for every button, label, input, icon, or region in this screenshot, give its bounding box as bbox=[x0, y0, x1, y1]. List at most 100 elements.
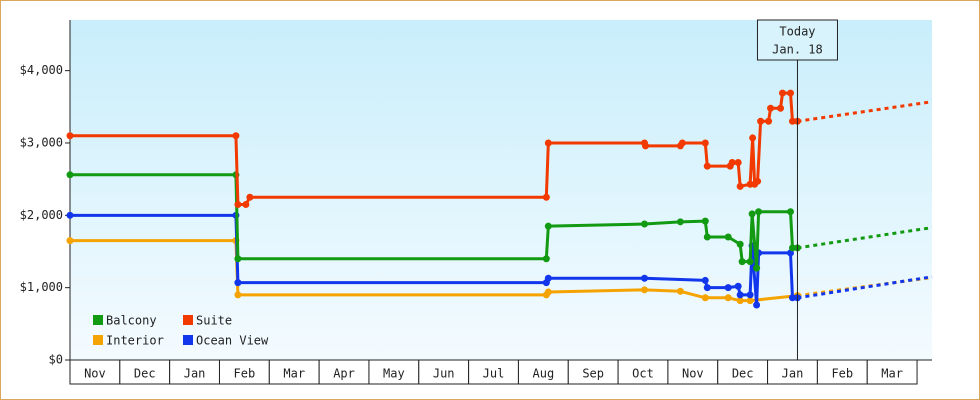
price-point bbox=[701, 217, 709, 225]
price-point bbox=[232, 132, 240, 140]
x-tick-label: Jul bbox=[483, 367, 505, 381]
price-point bbox=[703, 162, 711, 170]
y-tick-label: $1,000 bbox=[20, 280, 63, 294]
y-tick-label: $2,000 bbox=[20, 208, 63, 222]
price-point bbox=[703, 284, 711, 292]
price-point bbox=[641, 220, 649, 228]
legend-label: Suite bbox=[196, 314, 232, 328]
price-point bbox=[701, 276, 709, 284]
legend-swatch bbox=[93, 335, 103, 345]
legend-label: Interior bbox=[106, 334, 164, 348]
price-point bbox=[66, 211, 74, 219]
price-point bbox=[786, 208, 794, 216]
today-box bbox=[756, 19, 838, 61]
today-label: Today bbox=[779, 25, 815, 39]
price-point bbox=[757, 117, 765, 125]
price-point bbox=[678, 139, 686, 147]
x-tick-label: Mar bbox=[881, 367, 903, 381]
x-tick-box bbox=[218, 359, 270, 385]
x-tick-label: Mar bbox=[283, 367, 305, 381]
price-point bbox=[676, 218, 684, 226]
layer: $0 $1,000 $2,000 $3,000 $4,000 Nov Dec Jan Feb Ma… bbox=[20, 19, 933, 385]
price-point bbox=[724, 294, 732, 302]
price-point bbox=[755, 208, 763, 216]
x-tick-box bbox=[268, 359, 320, 385]
projection-line bbox=[797, 275, 933, 300]
price-point bbox=[66, 132, 74, 140]
price-point bbox=[246, 193, 254, 201]
price-point bbox=[703, 233, 711, 241]
x-tick-label: Jan bbox=[184, 367, 206, 381]
x-tick-label: Dec bbox=[732, 367, 754, 381]
x-tick-label: Sep bbox=[582, 367, 604, 381]
x-tick-label: Nov bbox=[682, 367, 704, 381]
price-point bbox=[736, 297, 744, 305]
price-point bbox=[753, 264, 761, 272]
x-tick-box bbox=[667, 359, 719, 385]
price-point bbox=[234, 279, 242, 287]
x-tick-label: Aug bbox=[533, 367, 555, 381]
price-point bbox=[736, 182, 744, 190]
x-tick-box bbox=[567, 359, 619, 385]
price-point bbox=[542, 255, 550, 263]
price-point bbox=[234, 255, 242, 263]
price-point bbox=[724, 233, 732, 241]
price-point bbox=[767, 104, 775, 112]
price-point bbox=[746, 258, 754, 266]
price-point bbox=[724, 284, 732, 292]
price-point bbox=[738, 258, 746, 266]
price-point bbox=[788, 117, 796, 125]
y-tick-label: $0 bbox=[49, 353, 63, 367]
price-point bbox=[544, 139, 552, 147]
price-point bbox=[788, 294, 796, 302]
x-tick-label: Apr bbox=[333, 367, 355, 381]
legend-swatch bbox=[183, 315, 193, 325]
plot-area bbox=[70, 20, 932, 360]
x-tick-box bbox=[767, 359, 818, 385]
x-tick-box bbox=[617, 359, 669, 385]
price-point bbox=[728, 159, 736, 167]
price-point bbox=[754, 177, 762, 185]
y-tick-label: $4,000 bbox=[20, 63, 63, 77]
price-point bbox=[734, 282, 742, 290]
today-date: Jan. 18 bbox=[772, 43, 823, 57]
x-tick-label: Feb bbox=[831, 367, 853, 381]
x-tick-label: Oct bbox=[632, 367, 654, 381]
price-point bbox=[242, 200, 250, 208]
x-tick-box bbox=[866, 359, 918, 385]
price-point bbox=[736, 291, 744, 299]
x-tick-label: Feb bbox=[234, 367, 256, 381]
price-point bbox=[746, 297, 754, 305]
x-tick-label: Dec bbox=[134, 367, 156, 381]
price-point bbox=[234, 200, 242, 208]
price-point bbox=[544, 274, 552, 282]
x-tick-box bbox=[169, 359, 220, 385]
x-tick-label: Nov bbox=[84, 367, 106, 381]
price-point bbox=[66, 171, 74, 179]
price-point bbox=[701, 139, 709, 147]
price-point bbox=[786, 89, 794, 97]
x-tick-box bbox=[717, 359, 769, 385]
legend-label: Balcony bbox=[106, 314, 157, 328]
price-point bbox=[542, 193, 550, 201]
price-point bbox=[676, 287, 684, 295]
price-point bbox=[746, 291, 754, 299]
x-tick-box bbox=[816, 359, 868, 385]
price-point bbox=[641, 286, 649, 294]
projection-line bbox=[797, 100, 933, 123]
legend-label: Ocean View bbox=[196, 334, 269, 348]
price-point bbox=[779, 89, 787, 97]
price-point bbox=[544, 288, 552, 296]
price-point bbox=[641, 274, 649, 282]
price-point bbox=[777, 104, 785, 112]
price-point bbox=[641, 142, 649, 150]
price-line bbox=[70, 213, 798, 307]
price-point bbox=[788, 244, 796, 252]
projection-line bbox=[797, 226, 933, 250]
price-point bbox=[753, 301, 761, 309]
x-tick-label: Jun bbox=[433, 367, 455, 381]
price-point bbox=[734, 159, 742, 167]
y-tick-label: $3,000 bbox=[20, 135, 63, 149]
price-point bbox=[544, 222, 552, 230]
